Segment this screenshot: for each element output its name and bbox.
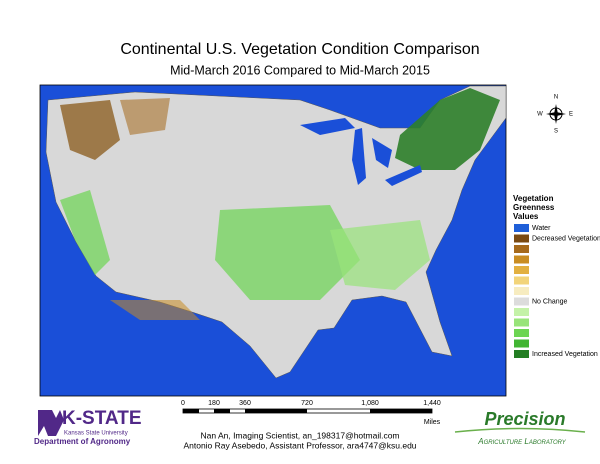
legend-swatch bbox=[514, 255, 529, 264]
scale-label: 1,080 bbox=[361, 400, 379, 407]
legend-swatch bbox=[514, 308, 529, 316]
compass-label: W bbox=[537, 112, 543, 118]
legend-title: Greenness bbox=[513, 203, 555, 212]
legend: Vegetation Greenness Values Water Decreas… bbox=[513, 194, 600, 358]
legend-swatch bbox=[514, 297, 529, 306]
lake bbox=[352, 128, 366, 185]
scale-unit: Miles bbox=[424, 419, 441, 426]
logo-department: Department of Agronomy bbox=[34, 437, 131, 446]
scale-label: 0 bbox=[181, 400, 185, 407]
compass-label: N bbox=[554, 95, 558, 101]
legend-title: Vegetation bbox=[513, 194, 554, 203]
logo-subtext: Kansas State University bbox=[64, 431, 128, 437]
legend-swatch bbox=[514, 329, 529, 337]
logo-text: K-STATE bbox=[62, 408, 142, 429]
credit: Nan An, Imaging Scientist, an_198317@hot… bbox=[200, 430, 399, 440]
legend-swatch bbox=[514, 234, 529, 243]
region bbox=[60, 190, 110, 275]
region bbox=[330, 220, 430, 290]
region bbox=[110, 300, 200, 320]
legend-label: No Change bbox=[532, 298, 568, 305]
logo-subtext: Agriculture Laboratory bbox=[477, 437, 566, 446]
legend-label: Decreased Vegetation bbox=[532, 235, 600, 242]
kstate-logo: K-STATE Kansas State University Departme… bbox=[34, 408, 142, 446]
scale-label: 1,440 bbox=[423, 400, 441, 407]
subtitle: Mid-March 2016 Compared to Mid-March 201… bbox=[170, 63, 430, 77]
scale-label: 720 bbox=[301, 400, 313, 407]
region bbox=[395, 88, 500, 170]
legend-swatch bbox=[514, 318, 529, 327]
region bbox=[60, 100, 120, 160]
compass-label: S bbox=[554, 129, 558, 135]
lake bbox=[300, 118, 355, 135]
precision-logo: Precision Agriculture Laboratory bbox=[454, 409, 586, 446]
legend-swatch bbox=[514, 245, 529, 253]
scale-label: 360 bbox=[239, 400, 251, 407]
legend-swatch bbox=[514, 287, 529, 295]
legend-label: Water bbox=[532, 225, 551, 232]
compass: N E S W bbox=[537, 95, 573, 135]
legend-swatch bbox=[514, 339, 529, 348]
legend-swatch bbox=[514, 266, 529, 274]
lake bbox=[372, 138, 392, 168]
legend-title: Values bbox=[513, 212, 539, 221]
map bbox=[39, 84, 507, 397]
region bbox=[120, 98, 170, 135]
compass-label: E bbox=[569, 112, 573, 118]
scale-label: 180 bbox=[208, 400, 220, 407]
lake bbox=[385, 165, 422, 186]
legend-swatch bbox=[514, 276, 529, 285]
legend-swatch bbox=[514, 350, 529, 358]
legend-swatch bbox=[514, 224, 529, 232]
legend-label: Increased Vegetation bbox=[532, 351, 598, 358]
scale-bar: Miles 0 180 360 720 1,080 1,440 bbox=[181, 400, 441, 426]
title: Continental U.S. Vegetation Condition Co… bbox=[120, 41, 479, 58]
credit: Antonio Ray Asebedo, Assistant Professor… bbox=[183, 440, 416, 450]
region bbox=[215, 205, 360, 300]
logo-text: Precision bbox=[484, 409, 565, 429]
